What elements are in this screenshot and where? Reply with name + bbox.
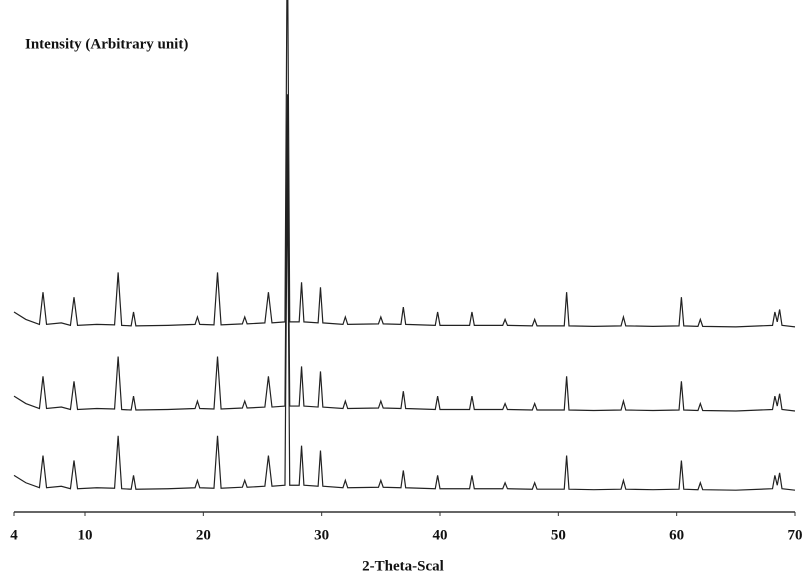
xrd-pattern xyxy=(13,163,796,491)
x-tick-label: 50 xyxy=(551,527,566,543)
x-tick-label: 30 xyxy=(314,527,329,543)
x-tick-label: 4 xyxy=(10,527,18,543)
x-tick-label: 40 xyxy=(433,527,448,543)
y-axis-label: Intensity (Arbitrary unit) xyxy=(25,36,188,52)
x-axis-label: 2-Theta-Scal xyxy=(362,558,444,574)
xrd-pattern xyxy=(13,0,796,328)
x-tick-label: 10 xyxy=(78,527,93,543)
xrd-pattern xyxy=(13,94,796,412)
x-tick-label: 20 xyxy=(196,527,211,543)
x-tick-label: 60 xyxy=(669,527,684,543)
x-tick-label: 70 xyxy=(788,527,803,543)
